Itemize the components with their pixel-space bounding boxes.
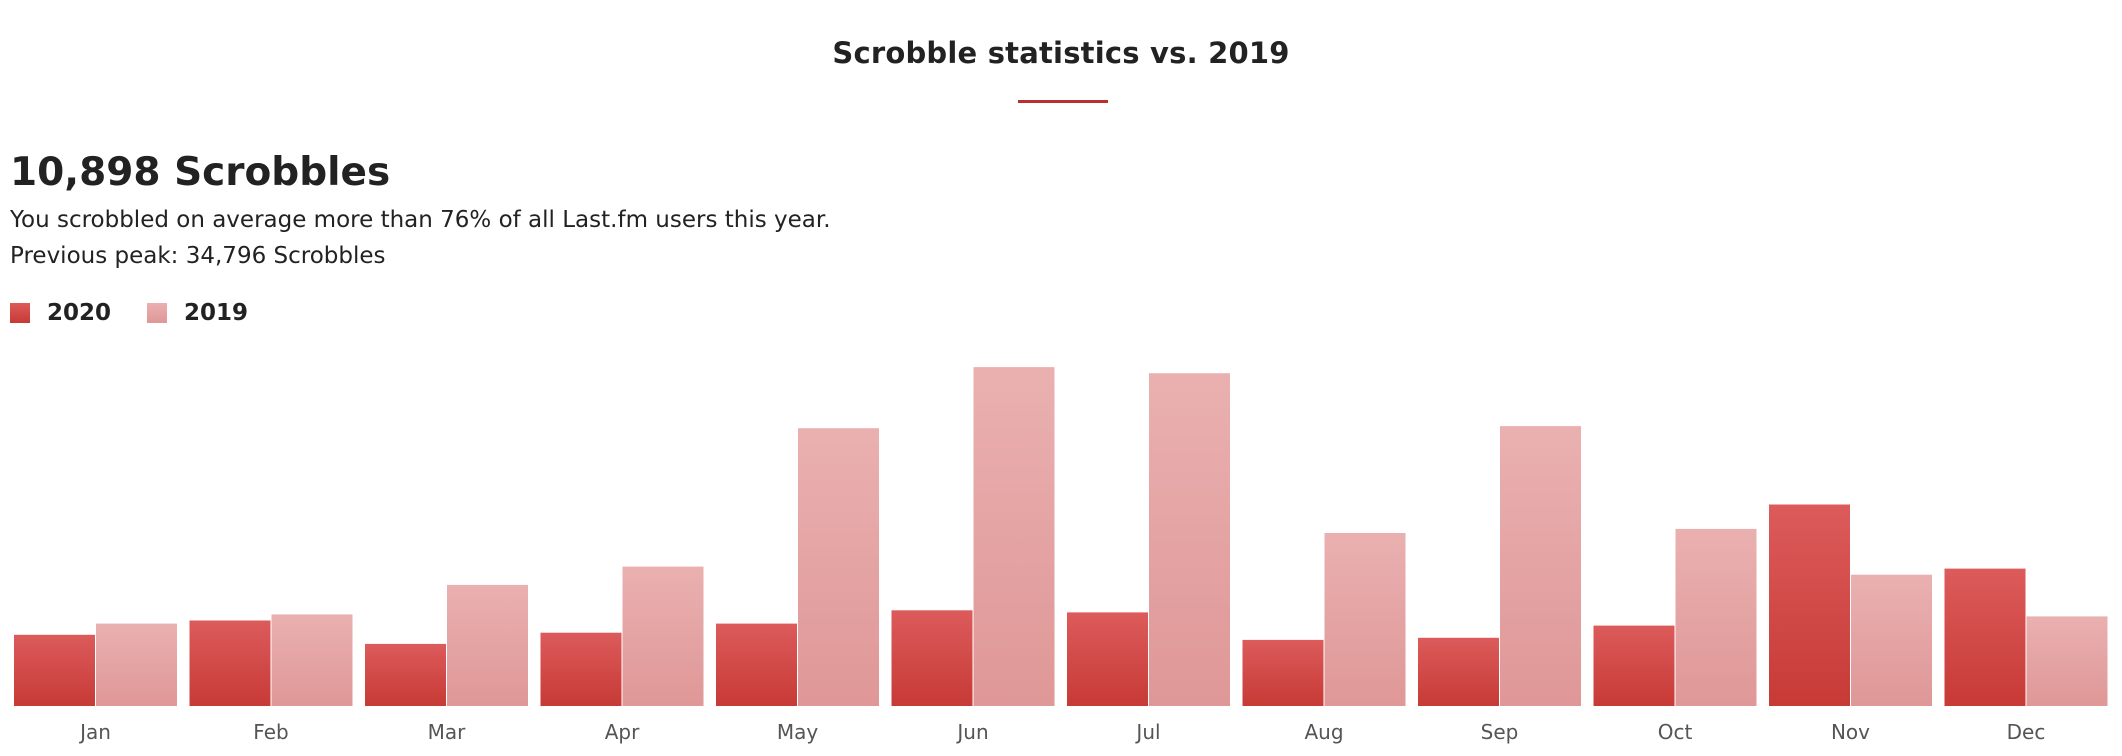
bar-2019-oct[interactable]: [1675, 528, 1757, 706]
bar-2020-apr[interactable]: [540, 632, 622, 706]
previous-peak-text: Previous peak: 34,796 Scrobbles: [10, 243, 386, 269]
legend-item-2019[interactable]: 2019: [147, 300, 248, 326]
bar-2019-may[interactable]: [798, 428, 879, 706]
x-tick-label-oct: Oct: [1658, 720, 1693, 744]
x-tick-label-jun: Jun: [955, 720, 988, 744]
bar-2019-jun[interactable]: [973, 367, 1055, 706]
x-tick-label-apr: Apr: [605, 720, 640, 744]
bar-2019-dec[interactable]: [2026, 616, 2108, 706]
x-tick-label-jan: Jan: [78, 720, 111, 744]
bar-2019-aug[interactable]: [1324, 533, 1406, 706]
chart-legend: 2020 2019: [10, 300, 284, 326]
legend-label-2019: 2019: [184, 300, 249, 326]
legend-item-2020[interactable]: 2020: [10, 300, 111, 326]
bar-2020-sep[interactable]: [1418, 637, 1499, 706]
bar-2020-jun[interactable]: [891, 610, 973, 706]
bars-group: [14, 367, 2108, 706]
bar-2019-mar[interactable]: [447, 584, 528, 706]
bar-2020-jan[interactable]: [14, 634, 95, 706]
x-tick-label-jul: Jul: [1134, 720, 1160, 744]
legend-label-2020: 2020: [47, 300, 112, 326]
x-tick-label-nov: Nov: [1831, 720, 1870, 744]
scrobble-total-headline: 10,898 Scrobbles: [10, 150, 391, 195]
monthly-scrobbles-bar-chart: Jan Feb Mar Apr May Jun Jul Aug Sep Oct Nov Dec: [14, 367, 2108, 744]
average-description: You scrobbled on average more than 76% o…: [10, 207, 831, 233]
bar-2020-oct[interactable]: [1593, 625, 1675, 706]
x-tick-label-sep: Sep: [1481, 720, 1519, 744]
bar-2019-jan[interactable]: [96, 623, 177, 706]
page-title: Scrobble statistics vs. 2019: [832, 36, 1290, 70]
x-axis-ticks: Jan Feb Mar Apr May Jun Jul Aug Sep Oct Nov Dec: [78, 720, 2045, 744]
x-tick-label-feb: Feb: [253, 720, 288, 744]
bar-2019-apr[interactable]: [622, 566, 704, 706]
legend-swatch-2020: [10, 303, 30, 323]
x-tick-label-dec: Dec: [2007, 720, 2046, 744]
legend-swatch-2019: [147, 303, 168, 323]
x-tick-label-mar: Mar: [428, 720, 467, 744]
bar-2020-dec[interactable]: [1944, 568, 2026, 706]
bar-2020-mar[interactable]: [365, 643, 446, 706]
x-tick-label-may: May: [777, 720, 819, 744]
bar-2020-jul[interactable]: [1067, 612, 1148, 706]
bar-2019-jul[interactable]: [1149, 373, 1230, 706]
x-tick-label-aug: Aug: [1304, 720, 1343, 744]
bar-2019-feb[interactable]: [271, 614, 353, 706]
bar-2020-nov[interactable]: [1769, 504, 1850, 707]
title-underline: [1018, 100, 1108, 103]
bar-2019-nov[interactable]: [1851, 574, 1932, 706]
bar-2020-may[interactable]: [716, 623, 797, 706]
bar-2019-sep[interactable]: [1500, 426, 1581, 706]
bar-2020-aug[interactable]: [1242, 639, 1324, 706]
bar-2020-feb[interactable]: [189, 620, 271, 707]
